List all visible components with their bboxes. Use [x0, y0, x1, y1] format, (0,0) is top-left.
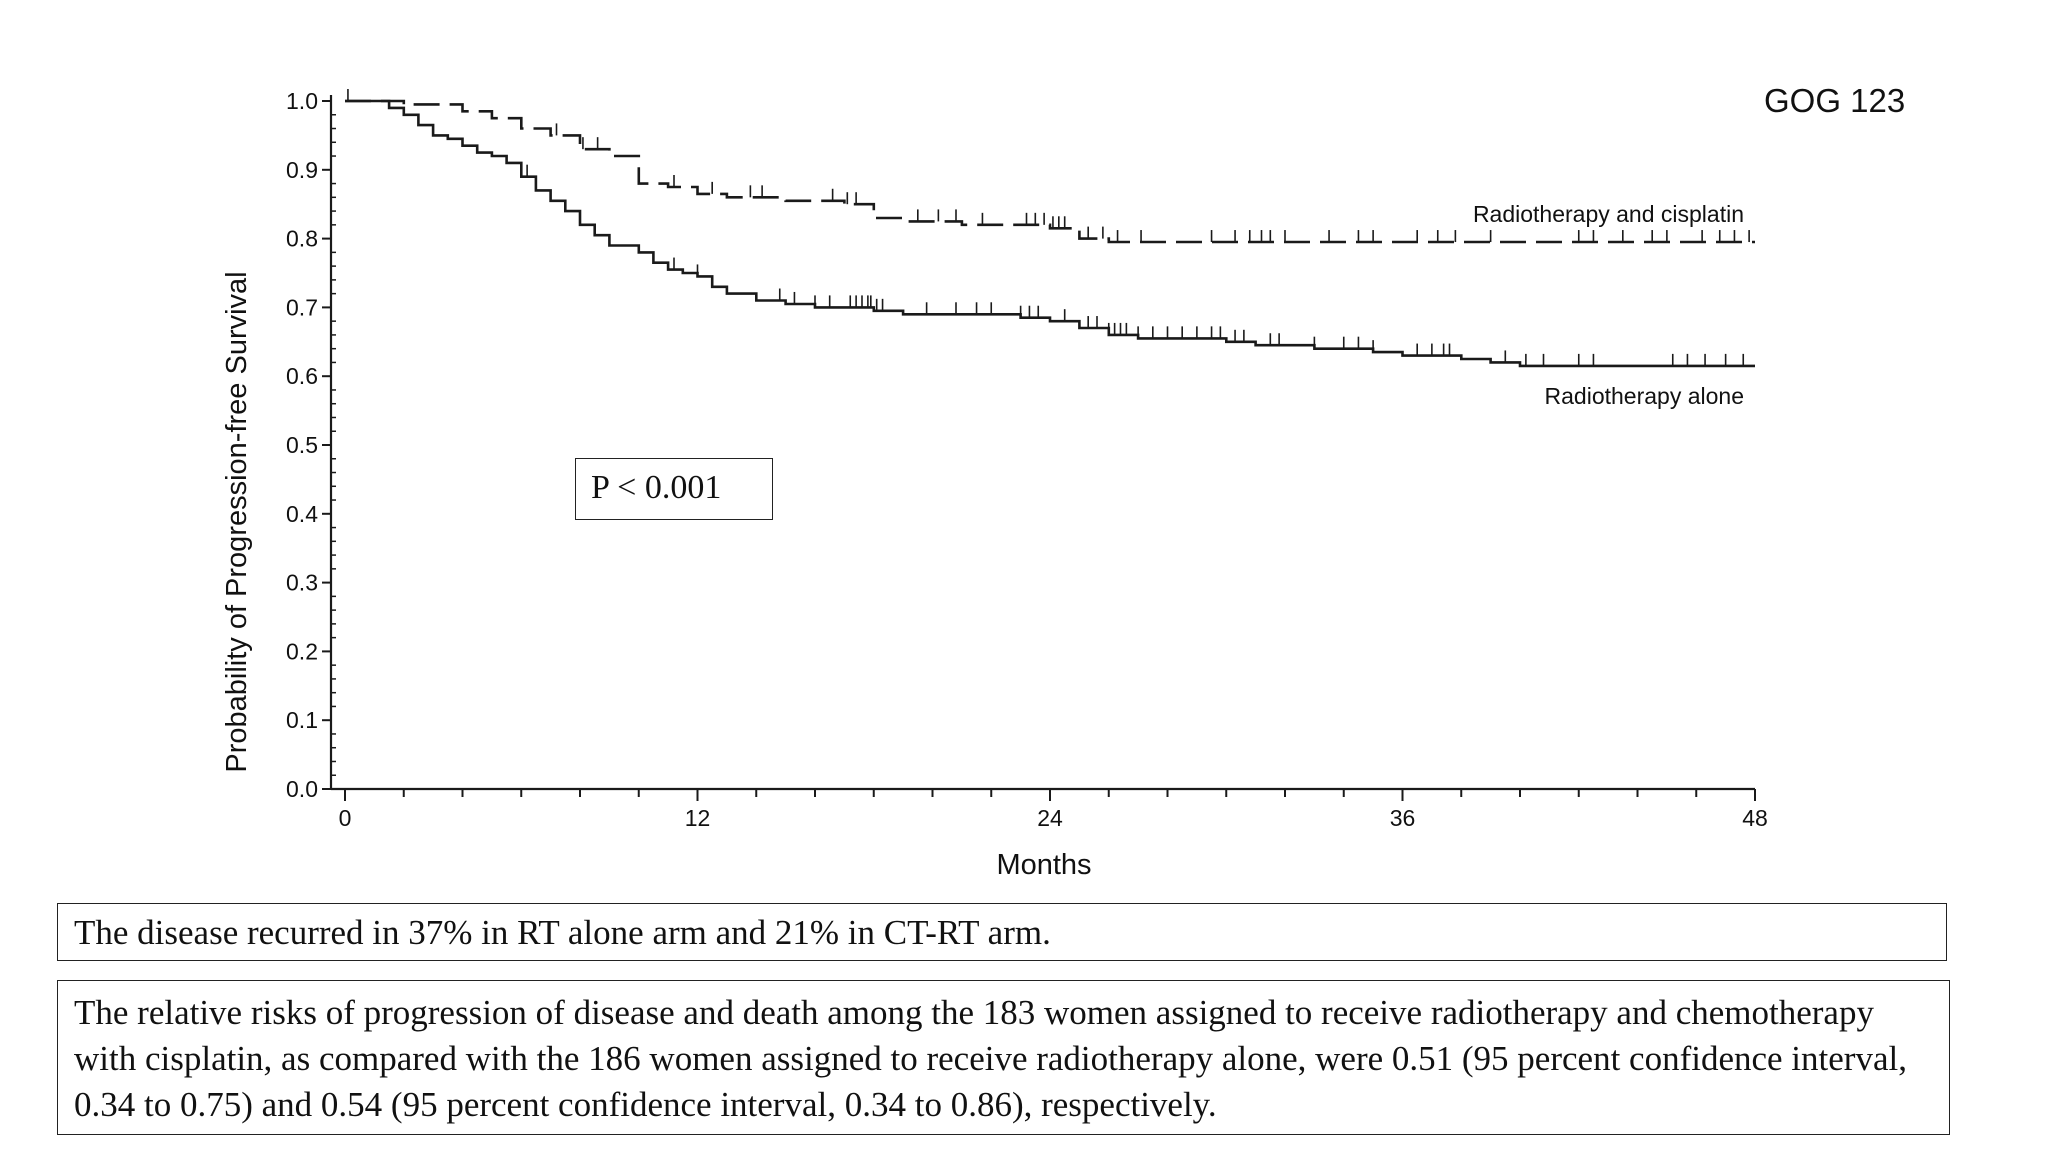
y-tick-label: 0.9 — [286, 157, 318, 183]
y-tick-label: 0.1 — [286, 707, 318, 733]
x-tick-label: 0 — [339, 805, 352, 831]
recurrence-text-box: The disease recurred in 37% in RT alone … — [57, 903, 1947, 961]
study-label: GOG 123 — [1764, 82, 1906, 119]
x-tick-label: 12 — [685, 805, 711, 831]
y-tick-label: 0.5 — [286, 432, 318, 458]
y-tick-label: 0.4 — [286, 501, 318, 527]
relative-risk-text-box: The relative risks of progression of dis… — [57, 980, 1950, 1135]
series-line-cisplatin — [345, 99, 1755, 244]
series-label-rt-alone: Radiotherapy alone — [1545, 383, 1744, 409]
y-tick-label: 1.0 — [286, 88, 318, 114]
x-tick-label: 48 — [1742, 805, 1768, 831]
chart-axes — [329, 95, 1755, 791]
y-tick-label: 0.8 — [286, 226, 318, 252]
y-tick-label: 0.3 — [286, 570, 318, 596]
x-axis-label: Months — [996, 849, 1091, 881]
series-label-cisplatin: Radiotherapy and cisplatin — [1473, 201, 1744, 227]
y-tick-label: 0.6 — [286, 363, 318, 389]
y-tick-label: 0.7 — [286, 294, 318, 320]
y-tick-label: 0.0 — [286, 776, 318, 802]
x-tick-label: 36 — [1390, 805, 1416, 831]
series-layer — [345, 89, 1755, 368]
y-tick-label: 0.2 — [286, 638, 318, 664]
y-axis-label: Probability of Progression-free Survival — [221, 271, 253, 772]
p-value-box: P < 0.001 — [575, 458, 773, 520]
series-line-rt-alone — [345, 99, 1755, 368]
chart-ticks: 0.0 0.1 0.2 0.3 0.4 0.5 0.6 0.7 0.8 0.9 1.0 0 12 24 36… — [286, 88, 1768, 831]
x-tick-label: 24 — [1037, 805, 1063, 831]
